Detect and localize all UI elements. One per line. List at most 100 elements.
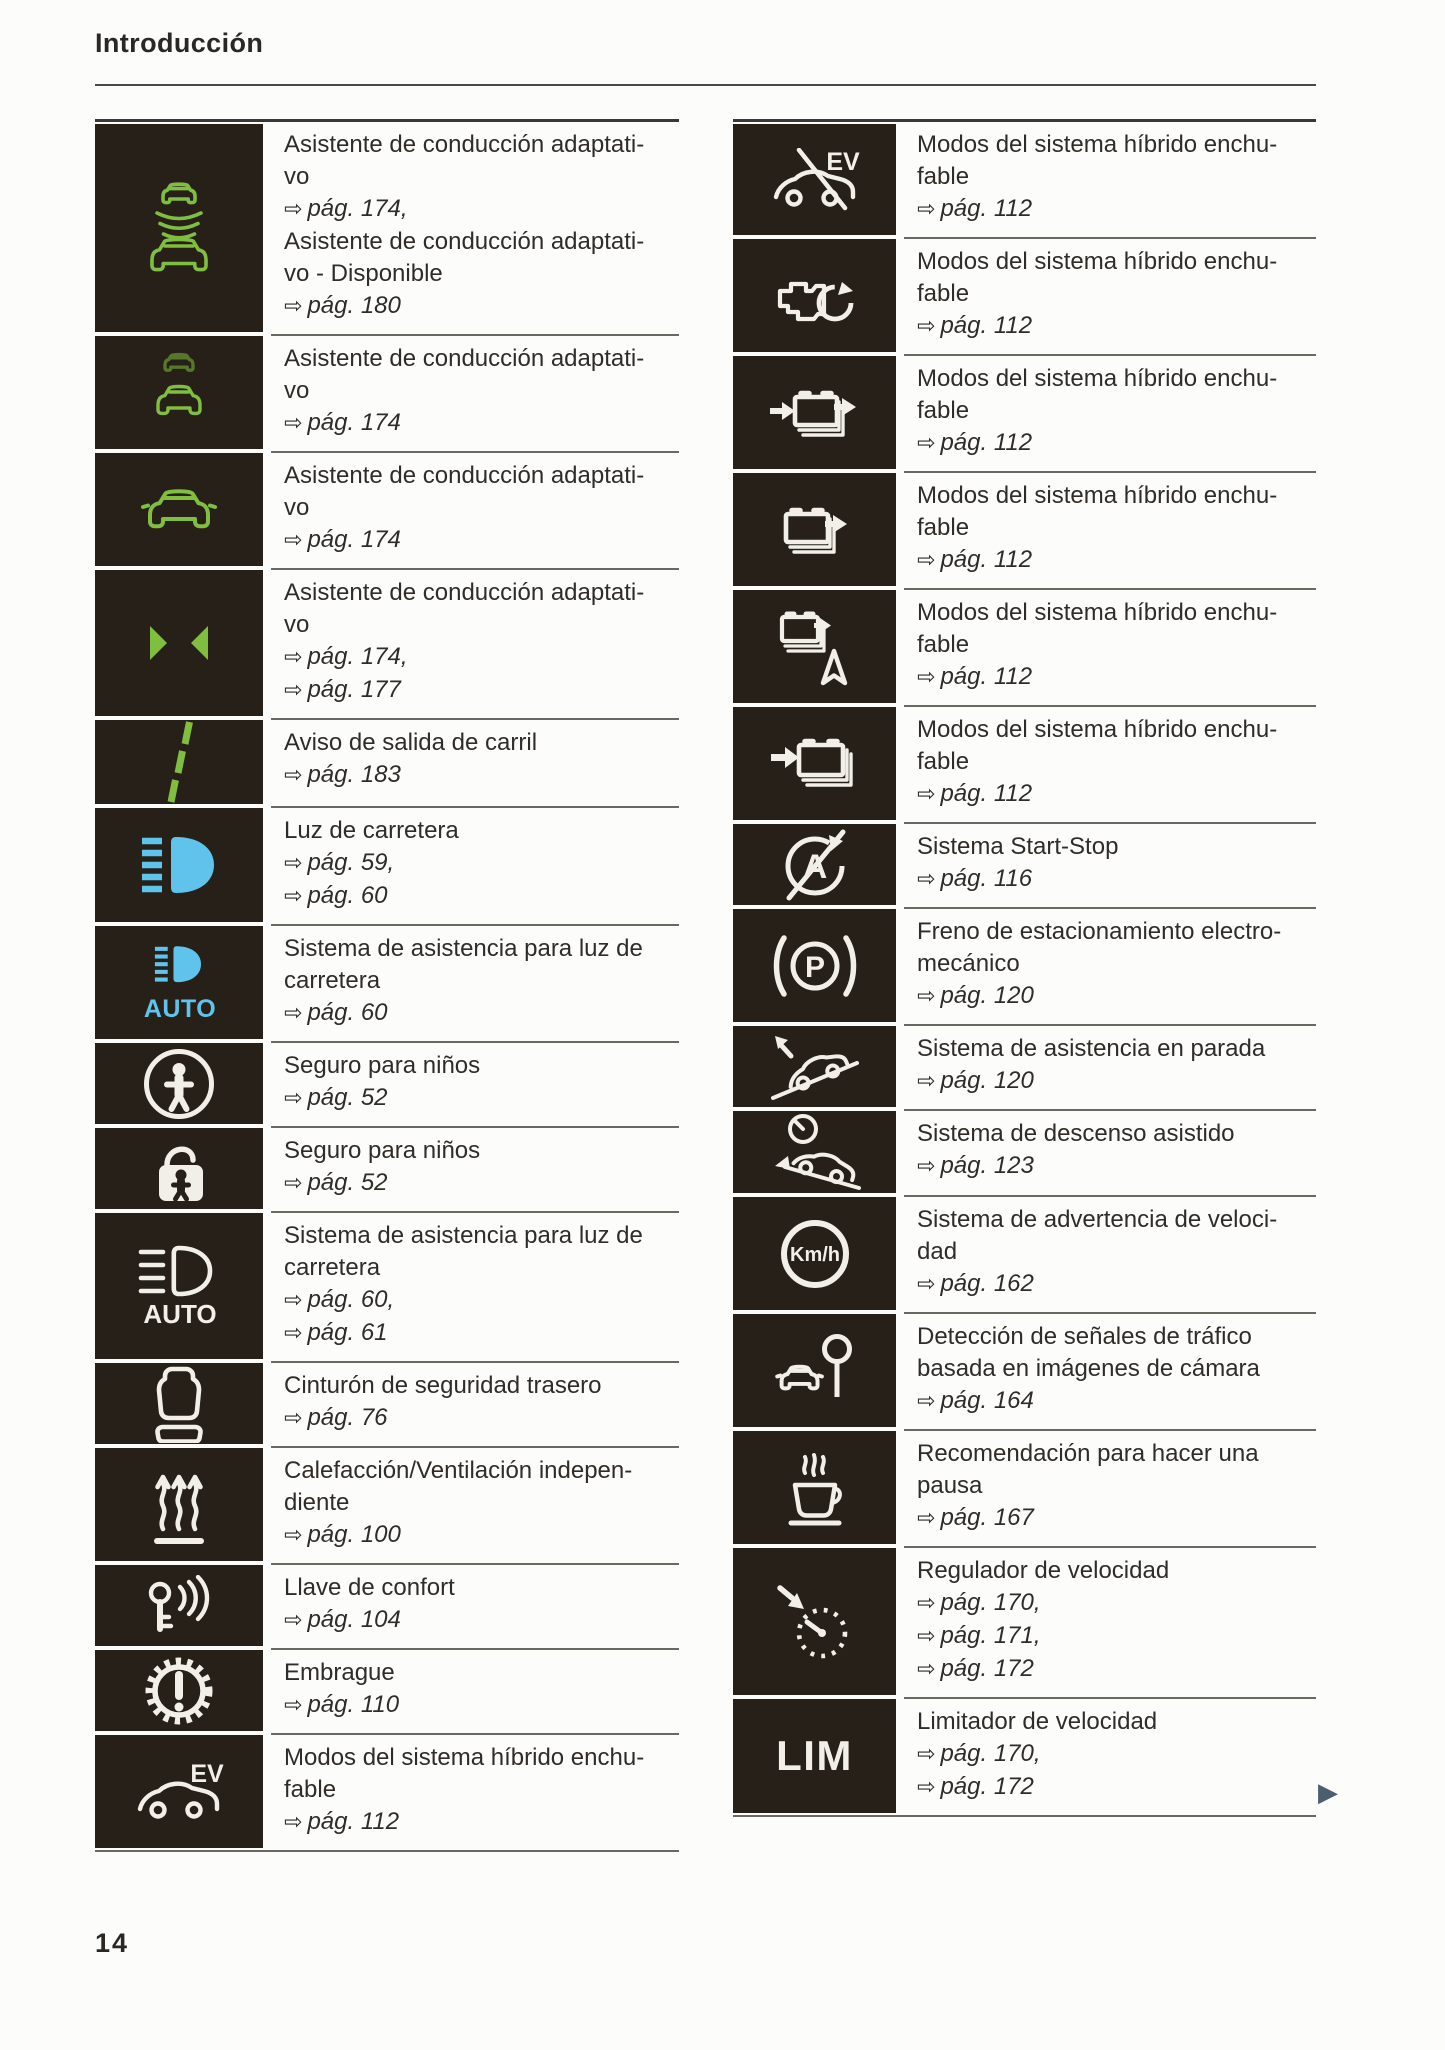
svg-text:EV: EV: [190, 1760, 224, 1788]
table-row: Asistente de conducción adaptati-vo ⇨ pág.…: [95, 334, 679, 451]
page-ref: pág. 123: [940, 1152, 1034, 1179]
row-text: Seguro para niños ⇨ pág. 52: [271, 1126, 679, 1211]
ref-arrow-icon: ⇨: [917, 1506, 936, 1531]
page-ref-line: ⇨ pág. 170,: [917, 1587, 1316, 1620]
ref-arrow-icon: ⇨: [284, 528, 303, 553]
table-row: Seguro para niños ⇨ pág. 52: [95, 1126, 679, 1211]
acc-distance-cars-icon: [140, 176, 218, 280]
ref-arrow-icon: ⇨: [284, 645, 303, 670]
icon-cell: [733, 707, 896, 820]
icon-cell: [733, 1026, 896, 1107]
row-text: Luz de carretera ⇨ pág. 59, ⇨ pág. 60: [271, 806, 679, 924]
row-line: Sistema de advertencia de veloci-: [917, 1206, 1278, 1233]
row-line: Embrague: [284, 1659, 395, 1686]
page-ref: pág. 60,: [307, 1286, 395, 1313]
page-ref-line: ⇨ pág. 120: [917, 980, 1316, 1013]
page-ref: pág. 180: [307, 292, 401, 319]
page-ref: pág. 60: [307, 882, 388, 909]
page-ref-line: ⇨ pág. 112: [917, 427, 1316, 460]
lane-assist-triangles-icon: [143, 623, 215, 663]
page-ref-line: ⇨ pág. 174: [284, 407, 679, 440]
page-ref: pág. 104: [307, 1606, 401, 1633]
row-text: Llave de confort ⇨ pág. 104: [271, 1563, 679, 1648]
ev-mode-car-icon: EV: [133, 1760, 225, 1824]
page-ref-line: ⇨ pág. 112: [917, 193, 1316, 226]
row-text: Recomendación para hacer una pausa ⇨ pág. 1…: [904, 1429, 1316, 1546]
table-row: EV Modos del sistema híbrido enchu-fable ⇨…: [733, 122, 1316, 237]
row-text: Modos del sistema híbrido enchu-fable ⇨ pá…: [904, 471, 1316, 588]
row-text: Freno de estacionamiento electro-mecánic…: [904, 907, 1316, 1024]
row-text: Modos del sistema híbrido enchu-fable ⇨ pá…: [904, 705, 1316, 822]
row-line: Detección de señales de tráfico: [917, 1323, 1252, 1350]
acc-follow-cars-icon: [143, 349, 215, 437]
row-line: diente: [284, 1489, 350, 1516]
ref-arrow-icon: ⇨: [284, 678, 303, 703]
row-line: vo - Disponible: [284, 260, 443, 287]
row-line: Aviso de salida de carril: [284, 729, 538, 756]
table-row: EV Modos del sistema híbrido enchu-fable ⇨…: [95, 1733, 679, 1850]
row-line: Freno de estacionamiento electro-: [917, 918, 1282, 945]
row-text: Modos del sistema híbrido enchu-fable ⇨ pá…: [904, 122, 1316, 237]
table-row: Modos del sistema híbrido enchu-fable ⇨ pá…: [733, 354, 1316, 471]
row-line: Sistema de asistencia para luz de: [284, 1222, 643, 1249]
ref-arrow-icon: ⇨: [284, 1288, 303, 1313]
icon-cell: P: [733, 909, 896, 1022]
row-text: Aviso de salida de carril ⇨ pág. 183: [271, 718, 679, 806]
page-ref: pág. 120: [940, 982, 1034, 1009]
page-ref-line: ⇨ pág. 174,: [284, 193, 679, 226]
row-line: Llave de confort: [284, 1574, 455, 1601]
row-text: Sistema de advertencia de veloci-dad ⇨ pág…: [904, 1195, 1316, 1312]
row-line: Modos del sistema híbrido enchu-: [917, 365, 1278, 392]
icon-cell: A: [733, 824, 896, 905]
table-row: Regulador de velocidad ⇨ pág. 170, ⇨ pág. 17…: [733, 1546, 1316, 1697]
ref-arrow-icon: ⇨: [284, 884, 303, 909]
row-line: dad: [917, 1238, 958, 1265]
table-row: Calefacción/Ventilación indepen-diente ⇨ p…: [95, 1446, 679, 1563]
table-row: LIM Limitador de velocidad ⇨ pág. 170, ⇨ pág.…: [733, 1697, 1316, 1815]
table-row: Asistente de conducción adaptati-vo ⇨ pág.…: [95, 122, 679, 334]
icon-cell: [733, 1548, 896, 1695]
table-row: Cinturón de seguridad trasero ⇨ pág. 76: [95, 1361, 679, 1446]
page-ref: pág. 171,: [940, 1622, 1041, 1649]
page-ref: pág. 183: [307, 761, 401, 788]
ref-arrow-icon: ⇨: [917, 1657, 936, 1682]
row-line: Cinturón de seguridad trasero: [284, 1372, 602, 1399]
page-ref: pág. 112: [940, 663, 1033, 690]
page-ref: pág. 61: [307, 1319, 388, 1346]
page-ref-line: ⇨ pág. 76: [284, 1402, 679, 1435]
page-ref-line: ⇨ pág. 104: [284, 1604, 679, 1637]
page-ref: pág. 59,: [307, 849, 395, 876]
icon-cell: [733, 1431, 896, 1544]
icon-cell: [95, 1448, 263, 1561]
table-row: Asistente de conducción adaptati-vo ⇨ pág.…: [95, 568, 679, 718]
page-ref-line: ⇨ pág. 60: [284, 880, 679, 913]
page-ref: pág. 112: [307, 1808, 400, 1835]
page-ref-line: ⇨ pág. 60: [284, 997, 679, 1030]
table-row: Modos del sistema híbrido enchu-fable ⇨ pá…: [733, 588, 1316, 705]
icon-cell: [733, 1314, 896, 1427]
battery-nav-icon: [774, 607, 856, 687]
row-line: Sistema de descenso asistido: [917, 1120, 1235, 1147]
continuation-arrow-icon: ▶: [1318, 1778, 1338, 1808]
icon-cell: AUTO: [95, 926, 263, 1039]
ref-arrow-icon: ⇨: [284, 1693, 303, 1718]
row-line: carretera: [284, 967, 381, 994]
svg-text:EV: EV: [826, 148, 860, 176]
parking-brake-icon: P: [769, 931, 861, 1001]
ref-arrow-icon: ⇨: [917, 1272, 936, 1297]
icon-cell: [733, 239, 896, 352]
high-beam-icon: [139, 835, 219, 895]
page-ref-line: ⇨ pág. 112: [917, 310, 1316, 343]
page-ref: pág. 112: [940, 546, 1033, 573]
page-ref-line: ⇨ pág. 61: [284, 1317, 679, 1350]
page-ref: pág. 170,: [940, 1740, 1041, 1767]
symbol-table-right: EV Modos del sistema híbrido enchu-fable ⇨…: [733, 119, 1316, 1817]
row-text: Asistente de conducción adaptati-vo ⇨ pág.…: [271, 568, 679, 718]
icon-cell: [733, 356, 896, 469]
page-ref: pág. 100: [307, 1521, 401, 1548]
ref-arrow-icon: ⇨: [917, 1591, 936, 1616]
page-ref-line: ⇨ pág. 112: [917, 544, 1316, 577]
battery-charge-discharge-icon: [768, 382, 862, 444]
ref-arrow-icon: ⇨: [917, 1775, 936, 1800]
page-ref: pág. 110: [307, 1691, 400, 1718]
